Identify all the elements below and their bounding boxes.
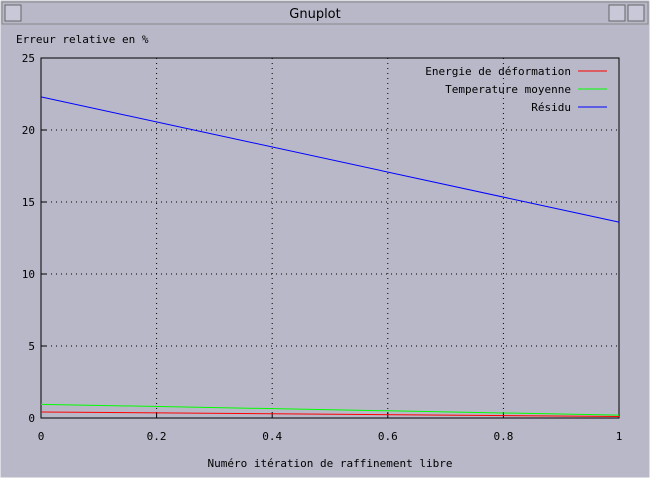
data-line: [40, 96, 620, 223]
maximize-button[interactable]: [627, 4, 645, 22]
title-bar: [1, 1, 649, 25]
x-tick-label: 0.4: [262, 430, 282, 443]
legend-label: Résidu: [531, 101, 571, 114]
x-tick-label: 0: [38, 430, 45, 443]
y-axis-label: Erreur relative en %: [16, 33, 149, 46]
legend-label: Temperature moyenne: [445, 83, 571, 96]
x-tick-label: 0.6: [378, 430, 398, 443]
plot-frame: [40, 57, 620, 419]
y-tick-label: 0: [28, 412, 35, 425]
y-tick-label: 25: [22, 52, 35, 65]
x-axis-label: Numéro itération de raffinement libre: [207, 457, 452, 470]
x-tick-label: 1: [616, 430, 623, 443]
y-tick-label: 20: [22, 124, 35, 137]
minimize-button[interactable]: [608, 4, 626, 22]
menu-button[interactable]: [4, 4, 22, 22]
y-tick-label: 10: [22, 268, 35, 281]
x-tick-label: 0.8: [493, 430, 513, 443]
y-tick-label: 5: [28, 340, 35, 353]
data-line: [40, 403, 620, 416]
y-tick-label: 15: [22, 196, 35, 209]
x-tick-label: 0.2: [147, 430, 167, 443]
data-line: [40, 411, 620, 418]
legend-label: Energie de déformation: [425, 65, 571, 78]
window-title: Gnuplot: [289, 7, 340, 22]
